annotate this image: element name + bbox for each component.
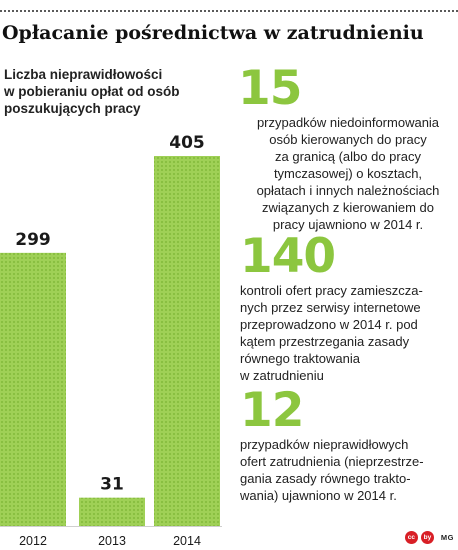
top-divider [0, 10, 458, 12]
stat-number-3: 12 [240, 383, 304, 438]
category-label-2013: 2013 [98, 534, 126, 548]
stat-number-2: 140 [240, 229, 336, 284]
source-credit: MG [440, 532, 454, 542]
bar-value-label-2012: 299 [15, 230, 51, 250]
bar-value-label-2013: 31 [100, 475, 124, 495]
stat-block-1: 15 przypadków niedoinformowania osób kie… [238, 61, 454, 233]
category-label-2014: 2014 [173, 534, 201, 548]
bar-2012 [0, 252, 66, 526]
bar-chart: 299 31 405 2012 2013 2014 [0, 133, 222, 548]
cc-license-icon: cc [404, 530, 418, 544]
page-title: Opłacanie pośrednictwa w zatrudnieniu [2, 22, 424, 44]
category-label-2012: 2012 [19, 534, 47, 548]
stat-text-1: przypadków niedoinformowania osób kierow… [256, 115, 440, 232]
stat-number-1: 15 [238, 61, 302, 116]
bar-2013 [79, 497, 145, 526]
stat-block-3: 12 przypadków nieprawidłowych ofert zatr… [240, 383, 456, 504]
stat-text-2: kontroli ofert pracy zamieszcza- nych pr… [240, 283, 423, 383]
bar-value-label-2014: 405 [169, 133, 205, 153]
bar-2014 [154, 156, 220, 526]
chart-title: Liczba nieprawidłowości w pobieraniu opł… [4, 67, 180, 116]
stat-block-2: 140 kontroli ofert pracy zamieszcza- nyc… [240, 229, 456, 384]
footer: cc by MG [404, 530, 454, 544]
by-license-icon: by [420, 530, 434, 544]
stat-text-3: przypadków nieprawidłowych ofert zatrudn… [240, 437, 424, 503]
